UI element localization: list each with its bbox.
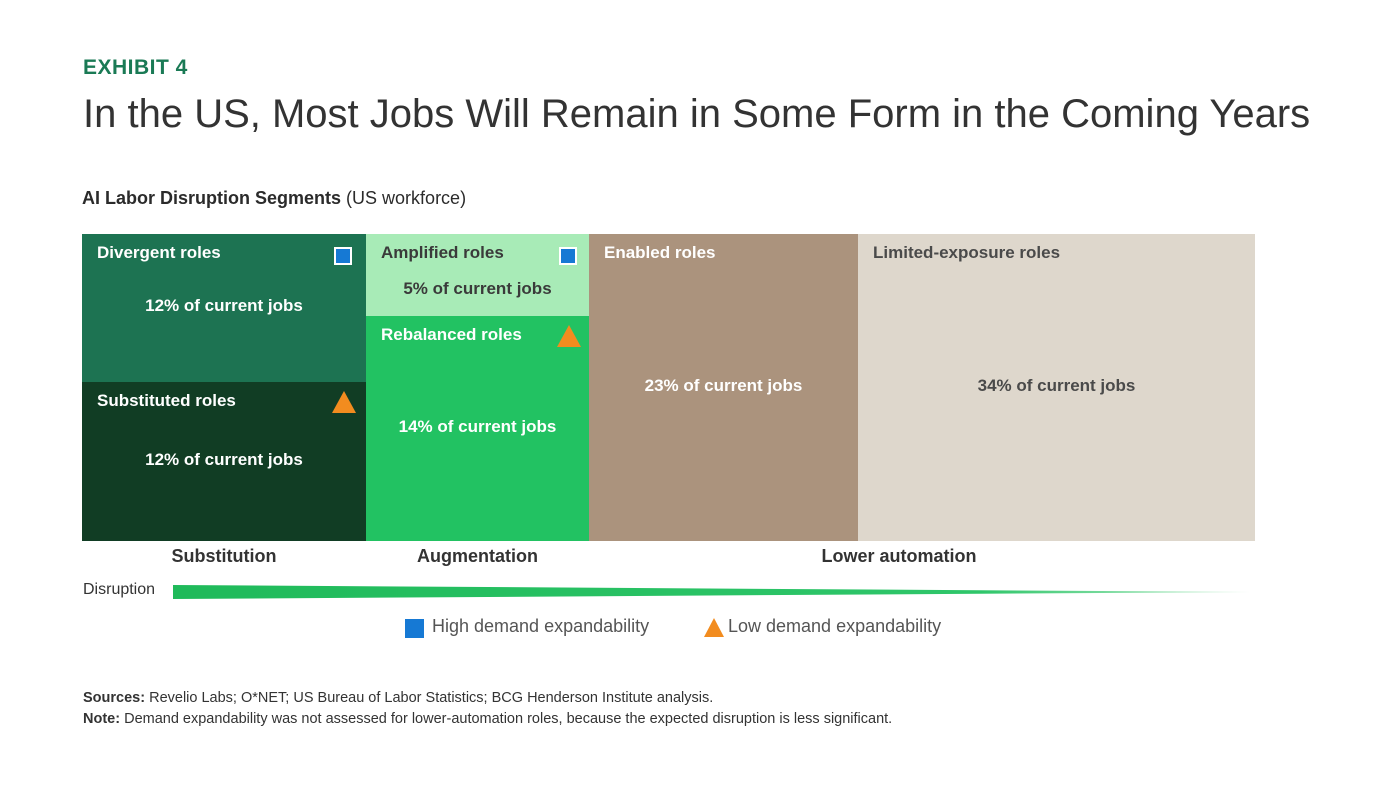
sources-label: Sources: (83, 690, 146, 706)
sources-line: Sources: Revelio Labs; O*NET; US Bureau … (83, 690, 713, 706)
chart-title: In the US, Most Jobs Will Remain in Some… (83, 92, 1311, 136)
chart-subtitle: AI Labor Disruption Segments (US workfor… (82, 188, 466, 209)
group-label-augmentation: Augmentation (417, 546, 538, 566)
legend-label: Low demand expandability (728, 616, 942, 636)
cell-value-label: 5% of current jobs (403, 279, 552, 298)
cell-enabled-roles: Enabled roles 23% of current jobs (589, 234, 858, 541)
cell-value-label: 12% of current jobs (145, 296, 303, 315)
low-demand-triangle-icon (332, 391, 356, 413)
cell-name: Divergent roles (97, 243, 221, 262)
cell-name: Amplified roles (381, 243, 504, 262)
note-label: Note: (83, 711, 121, 727)
cell-name: Substituted roles (97, 391, 236, 410)
treemap: Divergent roles 12% of current jobs Subs… (82, 234, 1255, 541)
high-demand-square-icon (405, 619, 424, 638)
cell-limited-exposure-roles: Limited-exposure roles 34% of current jo… (858, 234, 1255, 541)
disruption-wedge-shape (173, 585, 1250, 599)
cell-value-label: 34% of current jobs (977, 376, 1136, 395)
cell-name: Enabled roles (604, 243, 716, 262)
note-text: Demand expandability was not assessed fo… (124, 711, 893, 727)
cell-rebalanced-roles: Rebalanced roles 14% of current jobs (366, 316, 589, 541)
cell-value-label: 12% of current jobs (145, 450, 303, 469)
low-demand-triangle-icon (557, 325, 581, 347)
cell-name: Limited-exposure roles (873, 243, 1061, 262)
exhibit-label: EXHIBIT 4 (83, 56, 188, 79)
cell-value-label: 14% of current jobs (398, 417, 557, 436)
group-label-substitution: Substitution (171, 546, 277, 566)
subtitle-paren: (US workforce) (346, 188, 467, 208)
group-label-lower-automation: Lower automation (821, 546, 977, 566)
high-demand-square-icon (559, 247, 577, 265)
disruption-gradient-wedge (173, 585, 1250, 599)
cell-substituted-roles: Substituted roles 12% of current jobs (82, 382, 366, 541)
note-line: Note: Demand expandability was not asses… (83, 711, 892, 727)
cell-value-label: 23% of current jobs (644, 376, 803, 395)
cell-name: Rebalanced roles (381, 325, 522, 344)
subtitle-bold: AI Labor Disruption Segments (82, 188, 342, 208)
legend-label: High demand expandability (432, 616, 650, 636)
cell-amplified-roles: Amplified roles 5% of current jobs (366, 234, 589, 316)
low-demand-triangle-icon (704, 618, 724, 637)
high-demand-square-icon (334, 247, 352, 265)
cell-divergent-roles: Divergent roles 12% of current jobs (82, 234, 366, 382)
disruption-axis-label: Disruption (83, 581, 156, 598)
sources-text: Revelio Labs; O*NET; US Bureau of Labor … (149, 690, 714, 706)
